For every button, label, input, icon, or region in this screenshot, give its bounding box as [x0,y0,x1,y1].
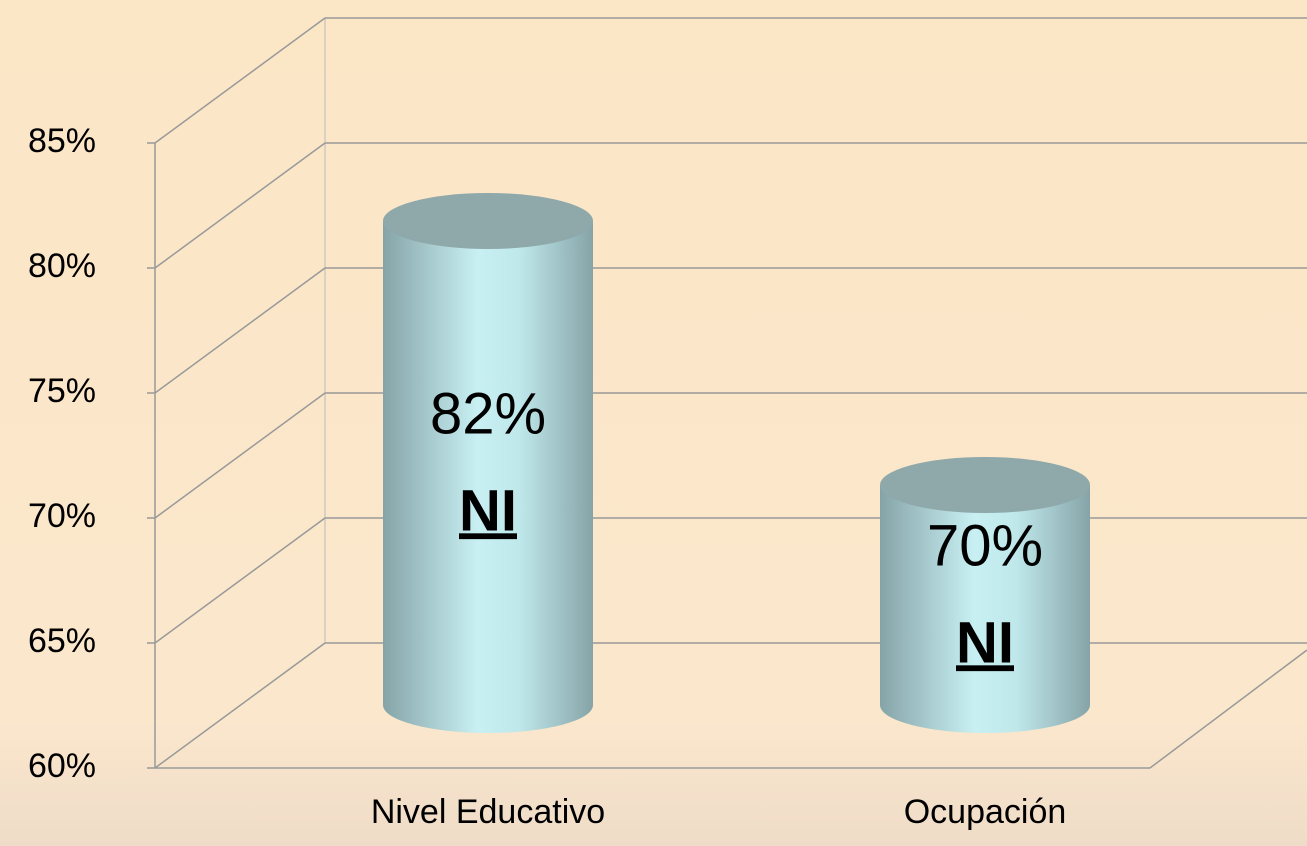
y-tick-label: 75% [28,372,96,410]
grid-diagonal [154,517,326,644]
grid-diagonal [154,392,326,519]
value-label: 82% [430,381,546,446]
y-tick-label: 80% [28,247,96,285]
y-tick-label: 65% [28,622,96,660]
grid-diagonal [154,642,326,769]
bar-top [880,457,1090,513]
y-tick-label: 70% [28,497,96,535]
x-tick-label: Ocupación [904,793,1067,831]
bar-top [383,193,593,249]
y-tick-label: 85% [28,122,96,160]
bar-annotation: NI [459,478,517,543]
value-label: 70% [927,513,1043,578]
grid-diagonal [154,267,326,394]
bar-annotation: NI [956,610,1014,675]
y-tick-label: 60% [28,747,96,785]
floor-right [1149,649,1307,769]
bar [880,485,1090,733]
grid-diagonal [154,17,326,144]
x-tick-label: Nivel Educativo [371,793,605,831]
bar [383,221,593,733]
grid-diagonal [154,142,326,269]
